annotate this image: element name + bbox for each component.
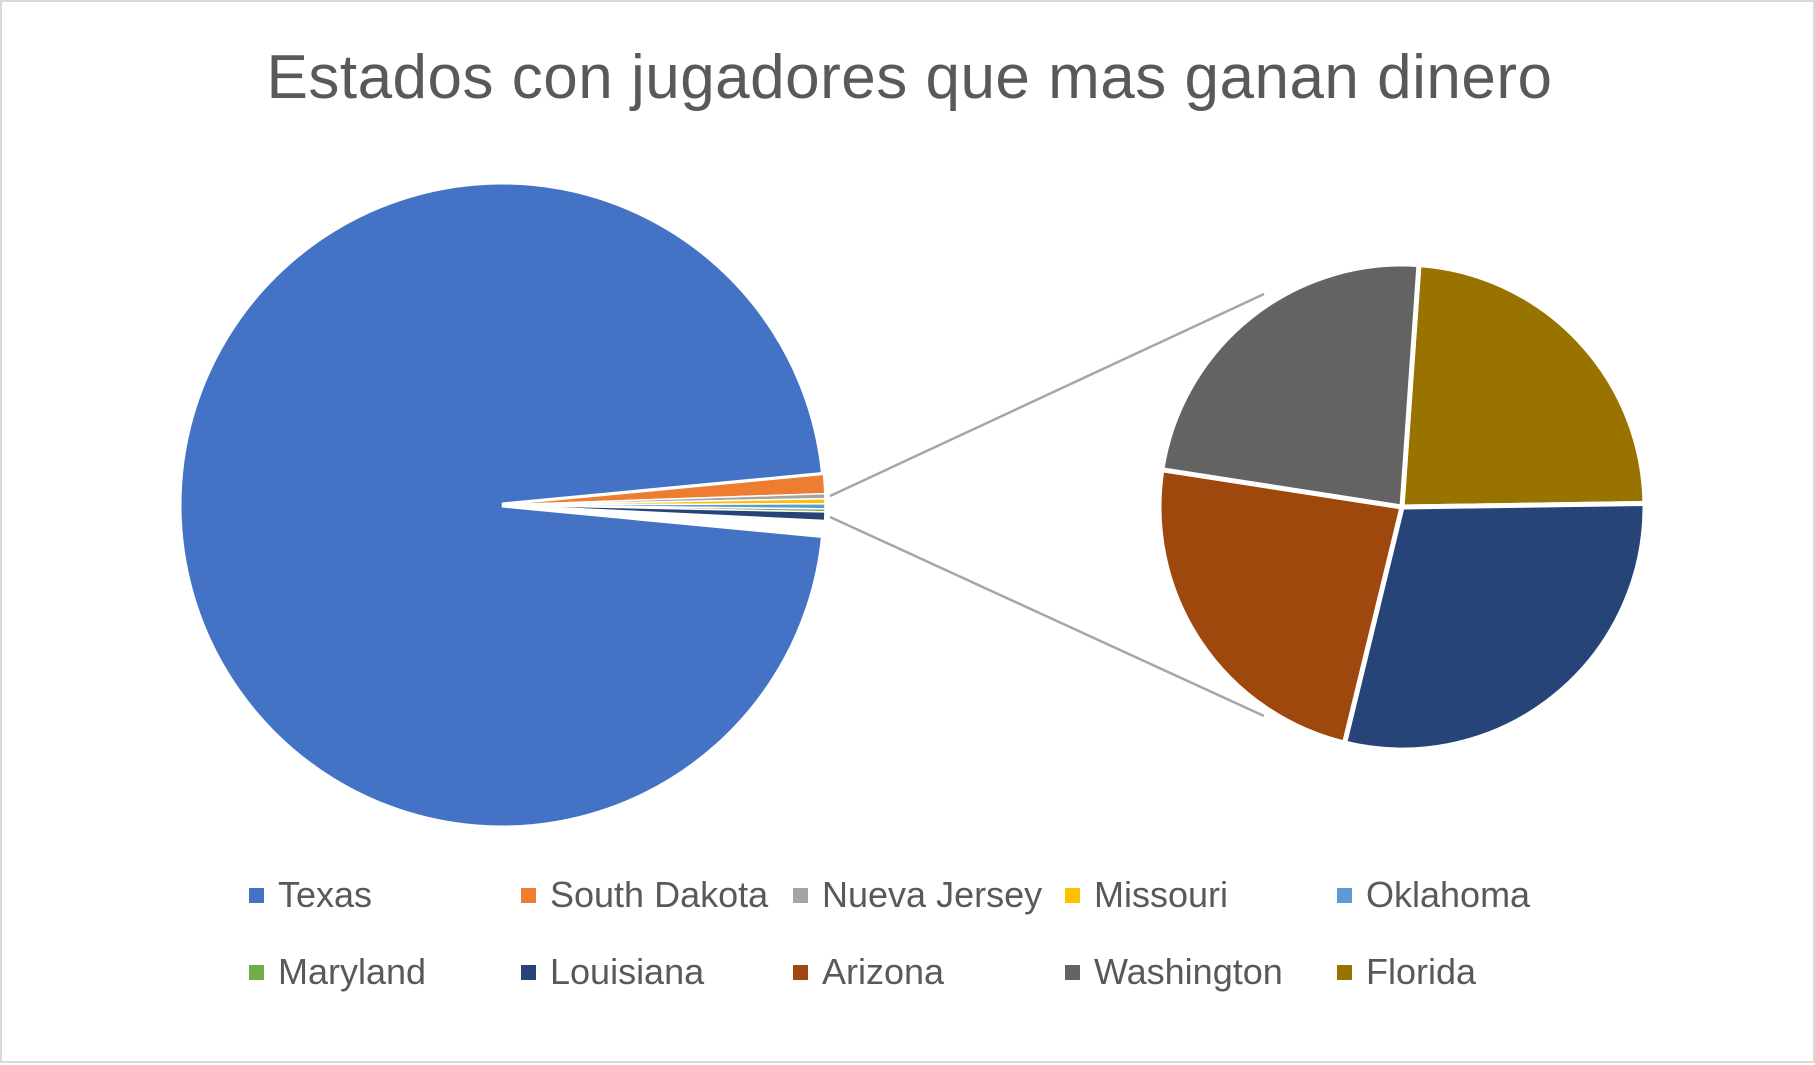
connector-lines <box>829 292 1265 718</box>
primary-pie <box>176 179 827 831</box>
legend-swatch <box>793 964 808 980</box>
legend-label: Louisiana <box>550 951 705 992</box>
legend-item-florida: Florida <box>1337 951 1476 993</box>
legend-swatch <box>249 964 264 980</box>
legend-label: Florida <box>1366 951 1477 992</box>
legend-swatch <box>249 887 264 903</box>
legend-label: Missouri <box>1094 874 1229 915</box>
legend-item-arizona: Arizona <box>793 951 944 993</box>
legend-label: Nueva Jersey <box>822 874 1043 915</box>
legend-item-maryland: Maryland <box>249 951 426 993</box>
legend-item-louisiana: Louisiana <box>521 951 704 993</box>
legend-label: Arizona <box>822 951 945 992</box>
legend-item-oklahoma: Oklahoma <box>1337 874 1530 916</box>
legend-label: Oklahoma <box>1366 874 1531 915</box>
chart-title: Estados con jugadores que mas ganan dine… <box>266 43 1553 112</box>
legend-label: South Dakota <box>550 874 769 915</box>
legend-item-nueva-jersey: Nueva Jersey <box>793 874 1042 916</box>
legend-swatch <box>1065 887 1080 903</box>
slice-louisiana <box>501 504 826 522</box>
legend-swatch <box>1065 964 1080 980</box>
connector-line-top <box>829 292 1265 498</box>
legend-item-washington: Washington <box>1065 951 1283 993</box>
secondary-pie <box>1156 261 1648 753</box>
legend-label: Maryland <box>278 951 427 992</box>
secondary-slice-arizona <box>1156 466 1406 747</box>
legend-item-south-dakota: South Dakota <box>521 874 768 916</box>
legend-swatch <box>1337 887 1352 903</box>
secondary-slice-florida <box>1399 261 1648 510</box>
legend-label: Washington <box>1094 951 1283 992</box>
legend-swatch <box>521 887 536 903</box>
legend-swatch <box>521 964 536 980</box>
legend-swatch <box>1337 964 1352 980</box>
legend-label: Texas <box>278 874 373 915</box>
slice-texas <box>176 179 827 831</box>
legend-swatch <box>793 887 808 903</box>
secondary-slice-washington <box>1159 261 1422 510</box>
legend-item-missouri: Missouri <box>1065 874 1228 916</box>
legend-item-texas: Texas <box>249 874 372 916</box>
connector-line-bottom <box>829 515 1265 718</box>
secondary-slice-louisiana <box>1341 500 1648 753</box>
